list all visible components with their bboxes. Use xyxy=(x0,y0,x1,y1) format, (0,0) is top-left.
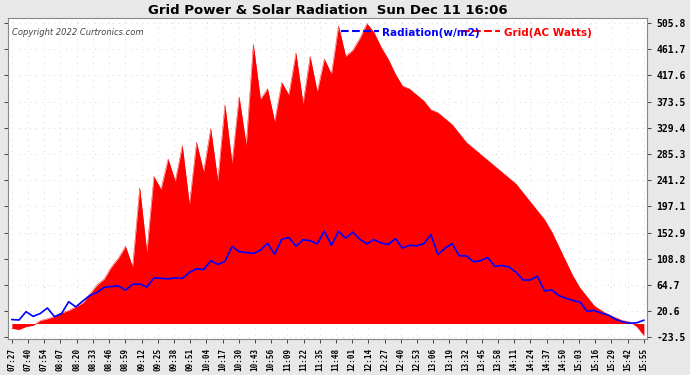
Text: Copyright 2022 Curtronics.com: Copyright 2022 Curtronics.com xyxy=(12,28,143,37)
Text: Grid(AC Watts): Grid(AC Watts) xyxy=(504,28,591,38)
Text: Radiation(w/m2): Radiation(w/m2) xyxy=(382,28,480,38)
Title: Grid Power & Solar Radiation  Sun Dec 11 16:06: Grid Power & Solar Radiation Sun Dec 11 … xyxy=(148,4,508,17)
